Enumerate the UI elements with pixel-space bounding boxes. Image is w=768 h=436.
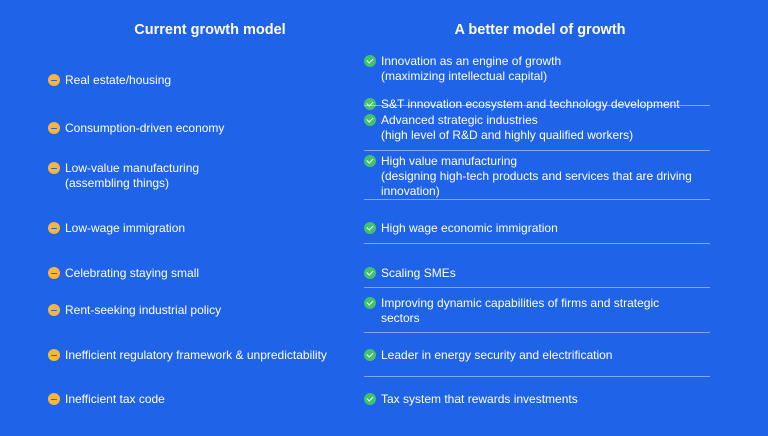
better-model-item: Innovation as an engine of growth (maximi… — [364, 54, 710, 84]
better-model-cell: Innovation as an engine of growth (maximi… — [364, 54, 710, 112]
minus-circle-icon — [48, 267, 60, 279]
better-model-text: sectors — [381, 311, 420, 325]
check-circle-icon — [364, 222, 376, 234]
minus-circle-icon — [48, 162, 60, 174]
better-model-cell: Improving dynamic capabilities of firms … — [364, 296, 710, 326]
better-model-text: High value manufacturing — [381, 154, 518, 168]
row-divider — [364, 199, 710, 200]
current-model-cell: Celebrating staying small — [48, 266, 348, 281]
better-model-cell: Advanced strategic industries (high level… — [364, 113, 710, 143]
current-model-cell: Consumption-driven economy — [48, 121, 348, 136]
row-divider — [364, 150, 710, 151]
current-model-item: Inefficient tax code — [48, 392, 348, 407]
current-model-cell: Real estate/housing — [48, 73, 348, 88]
current-model-text: Consumption-driven economy — [65, 121, 225, 135]
better-model-text: (high level of R&D and highly qualified … — [381, 128, 634, 142]
better-model-item: Tax system that rewards investments — [364, 392, 710, 407]
better-model-item: Scaling SMEs — [364, 266, 710, 281]
better-model-text: High wage economic immigration — [381, 221, 558, 235]
minus-circle-icon — [48, 349, 60, 361]
better-model-text: innovation) — [381, 184, 440, 198]
minus-circle-icon — [48, 222, 60, 234]
better-model-text: Leader in energy security and electrific… — [381, 348, 613, 362]
better-model-item: Improving dynamic capabilities of firms … — [364, 296, 710, 326]
current-model-item: Inefficient regulatory framework & unpre… — [48, 348, 348, 363]
current-model-text: Celebrating staying small — [65, 266, 200, 280]
current-model-item: Celebrating staying small — [48, 266, 348, 281]
current-model-text: Low-value manufacturing — [65, 161, 200, 175]
current-model-text: Real estate/housing — [65, 73, 172, 87]
better-model-item: Advanced strategic industries (high level… — [364, 113, 710, 143]
better-model-text: S&T innovation ecosystem and technology … — [381, 97, 680, 111]
better-model-text: Innovation as an engine of growth — [381, 54, 562, 68]
current-model-item: Consumption-driven economy — [48, 121, 348, 136]
check-circle-icon — [364, 393, 376, 405]
check-circle-icon — [364, 98, 376, 110]
better-model-text: Scaling SMEs — [381, 266, 456, 280]
check-circle-icon — [364, 55, 376, 67]
current-model-heading: Current growth model — [134, 22, 286, 38]
current-model-cell: Inefficient tax code — [48, 392, 348, 407]
better-model-heading: A better model of growth — [454, 22, 626, 38]
minus-circle-icon — [48, 304, 60, 316]
minus-circle-icon — [48, 122, 60, 134]
current-model-cell: Inefficient regulatory framework & unpre… — [48, 348, 348, 363]
better-model-item: High wage economic immigration — [364, 221, 710, 236]
check-circle-icon — [364, 155, 376, 167]
better-model-item: Leader in energy security and electrific… — [364, 348, 710, 363]
check-circle-icon — [364, 114, 376, 126]
current-model-cell: Low-value manufacturing (assembling thing… — [48, 161, 348, 191]
row-divider — [364, 105, 710, 106]
better-model-cell: Leader in energy security and electrific… — [364, 348, 710, 363]
current-model-text: Rent-seeking industrial policy — [65, 303, 222, 317]
better-model-text: (designing high-tech products and servic… — [381, 169, 692, 183]
better-model-cell: High wage economic immigration — [364, 221, 710, 236]
current-model-text: Inefficient tax code — [65, 392, 165, 406]
row-divider — [364, 287, 710, 288]
better-model-cell: High value manufacturing (designing high-… — [364, 154, 710, 199]
current-model-text: Inefficient regulatory framework & unpre… — [65, 348, 327, 362]
minus-circle-icon — [48, 74, 60, 86]
current-model-text: (assembling things) — [65, 176, 170, 190]
better-model-text: (maximizing intellectual capital) — [381, 69, 548, 83]
row-divider — [364, 243, 710, 244]
better-model-text: Improving dynamic capabilities of firms … — [381, 296, 660, 310]
current-model-item: Low-wage immigration — [48, 221, 348, 236]
current-model-cell: Rent-seeking industrial policy — [48, 303, 348, 318]
current-model-cell: Low-wage immigration — [48, 221, 348, 236]
check-circle-icon — [364, 297, 376, 309]
better-model-text: Tax system that rewards investments — [381, 392, 578, 406]
row-divider — [364, 376, 710, 377]
better-model-text: Advanced strategic industries — [381, 113, 538, 127]
current-model-item: Low-value manufacturing (assembling thing… — [48, 161, 348, 191]
current-model-item: Real estate/housing — [48, 73, 348, 88]
check-circle-icon — [364, 267, 376, 279]
better-model-cell: Scaling SMEs — [364, 266, 710, 281]
better-model-cell: Tax system that rewards investments — [364, 392, 710, 407]
minus-circle-icon — [48, 393, 60, 405]
better-model-item: High value manufacturing (designing high-… — [364, 154, 710, 199]
check-circle-icon — [364, 349, 376, 361]
current-model-item: Rent-seeking industrial policy — [48, 303, 348, 318]
better-model-item: S&T innovation ecosystem and technology … — [364, 97, 710, 112]
row-divider — [364, 332, 710, 333]
current-model-text: Low-wage immigration — [65, 221, 186, 235]
